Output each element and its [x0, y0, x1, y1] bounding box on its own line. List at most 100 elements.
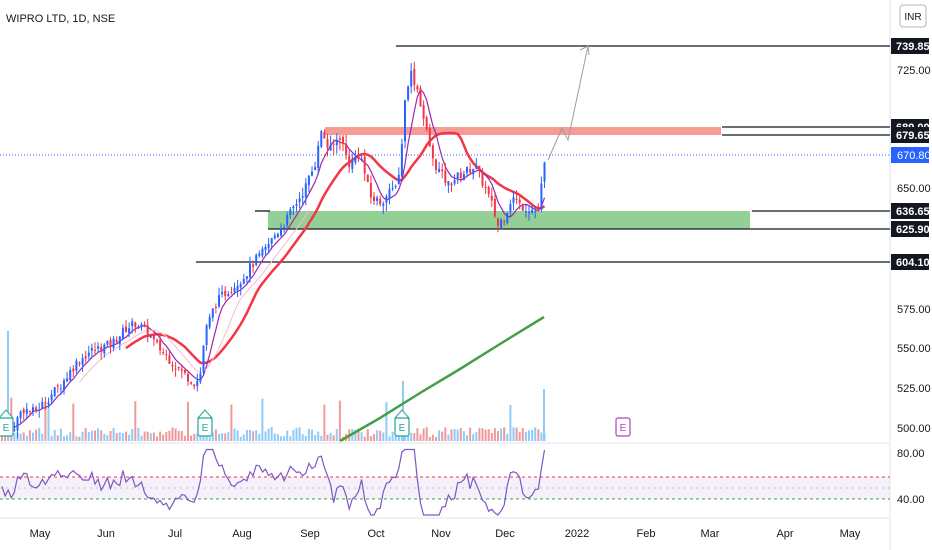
- candle-body: [112, 338, 115, 348]
- candle-body: [518, 199, 521, 203]
- price-level-label: 739.85: [896, 41, 930, 53]
- volume-bar: [314, 434, 317, 441]
- svg-text:INR: INR: [904, 12, 921, 23]
- volume-bar: [131, 428, 134, 441]
- volume-bar: [183, 435, 186, 441]
- volume-bar: [75, 436, 78, 441]
- candle-body: [493, 198, 496, 217]
- volume-bar: [373, 434, 375, 441]
- volume-bar: [481, 428, 484, 441]
- volume-bar: [249, 429, 251, 441]
- candle-body: [44, 402, 47, 404]
- volume-bar: [369, 436, 372, 441]
- volume-bar: [270, 427, 273, 441]
- volume-bar: [41, 433, 44, 441]
- volume-bar: [295, 427, 298, 441]
- price-axis[interactable]: 739.85725.00689.00679.65670.80650.00636.…: [891, 38, 931, 435]
- candle-body: [397, 174, 400, 185]
- earnings-marker[interactable]: E: [196, 409, 214, 437]
- candle-body: [311, 171, 313, 176]
- volume-bar: [528, 430, 530, 441]
- candle-body: [441, 169, 444, 172]
- volume-bar: [540, 432, 543, 441]
- price-tick-label: 550.00: [897, 343, 931, 355]
- volume-bar: [227, 431, 230, 441]
- earnings-marker[interactable]: E: [0, 409, 15, 437]
- volume-bar: [90, 430, 93, 441]
- volume-bar: [261, 398, 264, 441]
- volume-bar: [143, 431, 146, 441]
- candle-body: [255, 255, 258, 265]
- volume-bar: [159, 431, 162, 441]
- candle-body: [53, 387, 56, 396]
- candle-body: [410, 70, 413, 87]
- earnings-marker[interactable]: E: [393, 409, 411, 437]
- candle-body: [134, 322, 137, 328]
- candle-body: [500, 220, 503, 228]
- volume-bar: [125, 431, 127, 441]
- volume-bar: [218, 433, 220, 441]
- volume-bar: [97, 428, 100, 441]
- current-price-box: [891, 147, 929, 163]
- volume-bar: [193, 433, 196, 441]
- price-tick-label: 500.00: [897, 423, 931, 435]
- volume-bar: [363, 436, 366, 441]
- candle-body: [87, 352, 90, 357]
- candle-body: [478, 165, 481, 171]
- volume-bar: [19, 433, 22, 441]
- candle-body: [239, 283, 242, 288]
- volume-bar: [382, 432, 385, 441]
- volume-bar: [410, 432, 413, 441]
- volume-bar: [521, 428, 524, 441]
- candle-body: [59, 388, 62, 390]
- candle-body: [435, 159, 437, 170]
- candle-body: [245, 276, 248, 279]
- volume-bar: [28, 430, 31, 441]
- candle-body: [177, 366, 180, 369]
- price-level-box: [891, 203, 929, 219]
- candle-body: [242, 278, 245, 284]
- volume-bar: [174, 428, 177, 441]
- volume-bar: [211, 432, 214, 441]
- candle-body: [121, 327, 124, 339]
- volume-bar: [537, 429, 540, 441]
- candle-body: [118, 336, 121, 345]
- candle-body: [78, 362, 81, 365]
- candle-body: [159, 339, 162, 351]
- candle-body: [224, 290, 227, 296]
- volume-bar: [515, 427, 518, 441]
- candle-body: [41, 401, 44, 410]
- volume-bar: [416, 428, 419, 441]
- candle-body: [490, 195, 493, 201]
- candle-body: [146, 325, 149, 337]
- time-tick-label: 2022: [565, 528, 589, 540]
- time-tick-label: Nov: [431, 528, 451, 540]
- earnings-marker[interactable]: E: [615, 417, 631, 437]
- candle-body: [481, 172, 484, 186]
- volume-bar: [63, 436, 65, 441]
- volume-bar: [267, 428, 270, 441]
- volume-bar: [441, 431, 444, 441]
- candle-body: [106, 340, 109, 345]
- candle-body: [363, 156, 366, 174]
- volume-bar: [357, 428, 360, 441]
- candle-body: [354, 158, 357, 163]
- volume-bar: [524, 432, 527, 441]
- candle-body: [261, 248, 264, 256]
- candle-body: [125, 326, 127, 333]
- candle-body: [13, 429, 16, 431]
- volume-bar: [326, 434, 329, 441]
- level-lines: [196, 45, 890, 263]
- candle-body: [466, 166, 468, 173]
- candle-body: [90, 347, 93, 351]
- currency-button[interactable]: INR: [899, 4, 927, 28]
- candle-body: [503, 220, 506, 222]
- candle-body: [528, 212, 530, 214]
- candle-body: [394, 186, 397, 188]
- volume-bar: [332, 435, 335, 441]
- volume-bar: [490, 432, 493, 441]
- candle-body: [444, 170, 447, 183]
- time-axis[interactable]: May Jun Jul Aug Sep Oct Nov Dec 2022 Feb Mar Apr May: [30, 528, 861, 540]
- candle-body: [438, 168, 441, 173]
